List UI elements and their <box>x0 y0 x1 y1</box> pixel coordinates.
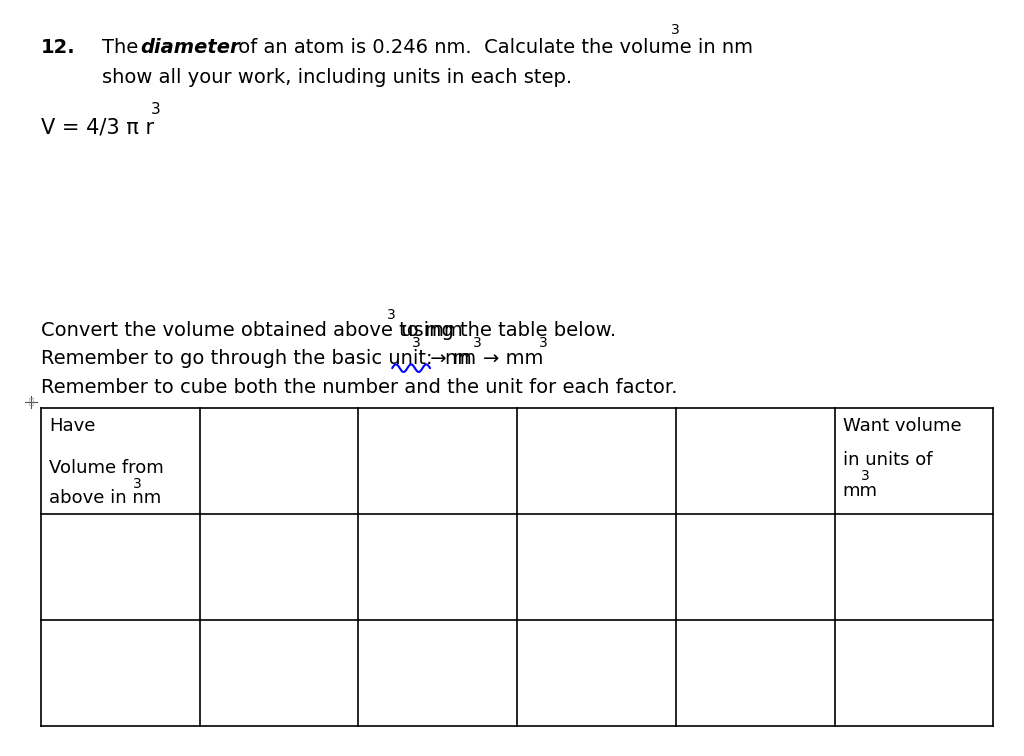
Text: ⬜: ⬜ <box>29 398 33 407</box>
Text: 3: 3 <box>861 469 870 484</box>
Text: in units of: in units of <box>843 451 932 469</box>
Text: Volume from: Volume from <box>49 459 164 477</box>
Text: Convert the volume obtained above to mm: Convert the volume obtained above to mm <box>41 321 463 340</box>
Text: → m: → m <box>424 349 472 368</box>
Text: The: The <box>102 38 145 57</box>
Text: 12.: 12. <box>41 38 76 57</box>
Text: 3: 3 <box>671 23 680 37</box>
Text: → mm: → mm <box>483 349 544 368</box>
Text: using the table below.: using the table below. <box>395 321 616 340</box>
Text: 3: 3 <box>151 102 161 117</box>
Text: 3: 3 <box>473 336 482 350</box>
Text: Have: Have <box>49 417 95 435</box>
Text: V = 4/3 π r: V = 4/3 π r <box>41 117 154 137</box>
Text: Want volume: Want volume <box>843 417 962 435</box>
Text: of an atom is 0.246 nm.  Calculate the volume in nm: of an atom is 0.246 nm. Calculate the vo… <box>232 38 754 57</box>
Text: show all your work, including units in each step.: show all your work, including units in e… <box>102 68 572 87</box>
Text: 3: 3 <box>412 336 421 350</box>
Text: 3: 3 <box>133 477 142 491</box>
Text: diameter: diameter <box>140 38 240 57</box>
Text: mm: mm <box>843 482 878 500</box>
Text: Remember to cube both the number and the unit for each factor.: Remember to cube both the number and the… <box>41 378 678 397</box>
Text: Remember to go through the basic unit:  nm: Remember to go through the basic unit: n… <box>41 349 476 368</box>
Text: 3: 3 <box>387 308 396 322</box>
Text: 3: 3 <box>539 336 548 350</box>
Text: above in nm: above in nm <box>49 489 162 507</box>
